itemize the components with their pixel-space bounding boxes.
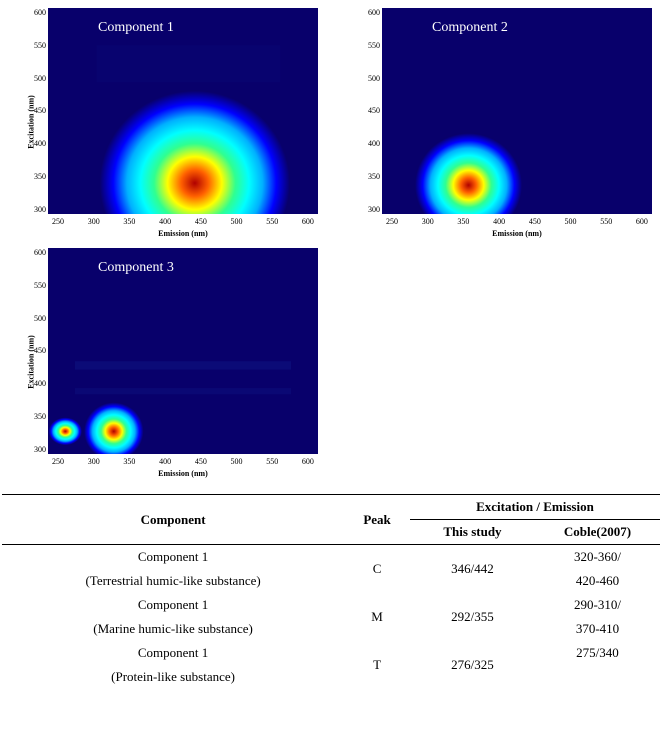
this-study-value: 276/325 [410, 641, 535, 689]
x-tick-label: 350 [457, 217, 469, 226]
coble-value: 290-310/ [535, 593, 660, 617]
th-peak: Peak [344, 495, 410, 545]
x-axis-label: Emission (nm) [158, 229, 208, 238]
x-tick-label: 250 [52, 457, 64, 466]
y-ticks: 600 550 500 450 400 350 300 [352, 8, 380, 214]
x-tick-label: 600 [302, 457, 314, 466]
heatmap-2: Component 2 [382, 8, 652, 214]
x-tick-label: 450 [195, 457, 207, 466]
x-tick-label: 350 [123, 457, 135, 466]
plot-panel-3: Excitation (nm) 600550500450400350300 Co… [6, 244, 322, 480]
component-name: Component 1 [2, 545, 344, 570]
plots-grid: Excitation (nm) 600550500450400350300 Co… [0, 0, 662, 484]
x-tick-label: 600 [302, 217, 314, 226]
x-tick-label: 600 [636, 217, 648, 226]
x-ticks: 250 300 350 400 450 500 550 600 [48, 217, 318, 226]
plot-title-1: Component 1 [98, 20, 174, 36]
y-tick-label: 350 [34, 172, 46, 181]
coble-value [535, 665, 660, 689]
x-tick-label: 550 [600, 217, 612, 226]
y-tick-label: 500 [368, 74, 380, 83]
component-name: Component 1 [2, 641, 344, 665]
heatmap-1: Component 1 [48, 8, 318, 214]
plot-title-3: Component 3 [98, 260, 174, 276]
component-desc: (Terrestrial humic-like substance) [2, 569, 344, 593]
y-tick-label: 600 [368, 8, 380, 17]
component-desc: (Marine humic-like substance) [2, 617, 344, 641]
x-tick-label: 300 [88, 457, 100, 466]
y-ticks: 600 550 500 450 400 350 300 [18, 8, 46, 214]
x-tick-label: 400 [159, 457, 171, 466]
x-tick-label: 400 [493, 217, 505, 226]
plot-panel-1: Excitation (nm) 600550500450400350300 Co… [6, 4, 322, 240]
y-tick-label: 550 [368, 41, 380, 50]
y-tick-label: 400 [34, 379, 46, 388]
peak-code: T [344, 641, 410, 689]
component-name: Component 1 [2, 593, 344, 617]
plot-title-2: Component 2 [432, 20, 508, 36]
this-study-value: 346/442 [410, 545, 535, 594]
y-tick-label: 550 [34, 41, 46, 50]
y-tick-label: 350 [34, 412, 46, 421]
y-tick-label: 400 [368, 139, 380, 148]
this-study-value: 292/355 [410, 593, 535, 641]
th-exem: Excitation / Emission [410, 495, 660, 520]
coble-value: 275/340 [535, 641, 660, 665]
x-tick-label: 500 [565, 217, 577, 226]
x-tick-label: 450 [195, 217, 207, 226]
coble-value: 420-460 [535, 569, 660, 593]
x-axis-label: Emission (nm) [492, 229, 542, 238]
peak-code: M [344, 593, 410, 641]
x-tick-label: 400 [159, 217, 171, 226]
y-tick-label: 600 [34, 8, 46, 17]
coble-value: 320-360/ [535, 545, 660, 570]
y-tick-label: 450 [368, 106, 380, 115]
summary-table: Component Peak Excitation / Emission Thi… [2, 494, 660, 689]
y-tick-label: 600 [34, 248, 46, 257]
component-desc: (Protein-like substance) [2, 665, 344, 689]
x-ticks: 250 300 350 400 450 500 550 600 [382, 217, 652, 226]
plot-panel-empty [340, 244, 656, 480]
x-tick-label: 250 [386, 217, 398, 226]
y-tick-label: 350 [368, 172, 380, 181]
x-tick-label: 450 [529, 217, 541, 226]
x-tick-label: 300 [422, 217, 434, 226]
y-tick-label: 500 [34, 314, 46, 323]
th-component: Component [2, 495, 344, 545]
x-tick-label: 500 [231, 457, 243, 466]
peak-code: C [344, 545, 410, 594]
y-ticks: 600 550 500 450 400 350 300 [18, 248, 46, 454]
y-tick-label: 300 [34, 205, 46, 214]
y-tick-label: 300 [34, 445, 46, 454]
x-tick-label: 550 [266, 217, 278, 226]
y-tick-label: 400 [34, 139, 46, 148]
heatmap-3: Component 3 [48, 248, 318, 454]
th-this-study: This study [410, 520, 535, 545]
x-tick-label: 300 [88, 217, 100, 226]
x-tick-label: 350 [123, 217, 135, 226]
x-ticks: 250 300 350 400 450 500 550 600 [48, 457, 318, 466]
y-tick-label: 550 [34, 281, 46, 290]
coble-value: 370-410 [535, 617, 660, 641]
y-tick-label: 450 [34, 346, 46, 355]
y-tick-label: 300 [368, 205, 380, 214]
th-coble: Coble(2007) [535, 520, 660, 545]
x-tick-label: 500 [231, 217, 243, 226]
y-tick-label: 450 [34, 106, 46, 115]
x-tick-label: 250 [52, 217, 64, 226]
x-tick-label: 550 [266, 457, 278, 466]
plot-panel-2: 600 550 500 450 400 350 300 Component 2 250 300… [340, 4, 656, 240]
x-axis-label: Emission (nm) [158, 469, 208, 478]
y-tick-label: 500 [34, 74, 46, 83]
